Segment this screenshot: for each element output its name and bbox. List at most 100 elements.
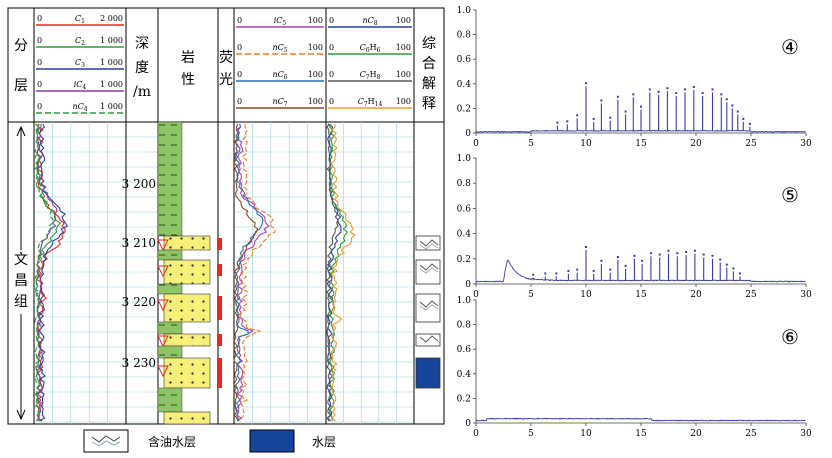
curve-min: 0 [329, 97, 334, 106]
y-tick-label: 0.8 [457, 179, 472, 189]
peak-marker [676, 252, 679, 255]
x-tick-label: 30 [800, 139, 812, 149]
peak-marker [609, 268, 612, 271]
curve-name: nC6 [272, 70, 287, 81]
chromatogram-3: 0 0.2 0.4 0.6 0.8 1.0 0 5 10 15 20 25 30 ⑥ [457, 296, 812, 439]
interp-header-1: 综 [422, 36, 436, 52]
curve-header-c7-8: 0 C7H8 100 [328, 70, 412, 82]
peak-marker [555, 272, 558, 275]
curve-max: 100 [396, 16, 411, 25]
peak-marker [711, 88, 714, 91]
mudstone-bed-4 [157, 321, 183, 335]
y-tick-label: 1.0 [457, 296, 472, 306]
peak-marker [702, 253, 705, 256]
peak-marker [641, 259, 644, 262]
y-tick-label: 0.4 [457, 80, 472, 90]
log-curve [35, 123, 58, 422]
formation-char-2: 昌 [14, 273, 28, 289]
x-tick-label: 20 [690, 139, 702, 149]
track1-grid [34, 122, 126, 424]
mudstone-bed-1 [157, 121, 183, 237]
curve-header-nc4: 0 nC4 1 000 [36, 102, 124, 114]
sandstone-bed-6 [163, 411, 211, 425]
curve-min: 0 [37, 102, 42, 111]
peak-marker [731, 104, 734, 107]
curve-header-c2: 0 C2 1 000 [36, 36, 124, 48]
interp-oil-water-1 [415, 235, 441, 251]
peak-marker [616, 95, 619, 98]
curve-header-nc5: 0 nC5 100 [236, 43, 324, 55]
interp-header-2: 合 [422, 56, 436, 72]
log-curve [236, 123, 270, 422]
x-tick-label: 30 [800, 290, 812, 300]
formation-char-1: 文 [14, 252, 28, 268]
curve-max: 100 [396, 43, 411, 52]
fluor-bar-1 [217, 238, 222, 250]
curve-max: 1 000 [100, 102, 123, 111]
curve-max: 100 [308, 16, 323, 25]
x-tick-label: 20 [690, 429, 702, 439]
peak-marker [566, 120, 569, 123]
lithology-header-2: 性 [181, 72, 195, 88]
panel-label: ⑥ [781, 325, 799, 349]
fluor-bar-5 [217, 358, 222, 388]
oil-show-marker-5 [157, 365, 169, 378]
curve-name: C3 [75, 58, 85, 69]
curve-header-c1: 0 C1 2 000 [36, 14, 124, 26]
peak-marker [592, 117, 595, 120]
depth-header-3: /m [133, 84, 151, 100]
mudstone-bed-2 [157, 249, 183, 261]
track3-grid [326, 122, 414, 424]
curve-name: nC8 [362, 16, 377, 27]
chromatogram-trace [475, 129, 806, 133]
curve-name: C6H6 [360, 43, 381, 54]
curve-name: C7H14 [358, 97, 383, 108]
peak-marker [732, 267, 735, 270]
fluorescence-header-2: 光 [219, 72, 233, 88]
chromatogram-1: 0 0.2 0.4 0.6 0.8 1.0 0 5 10 15 20 25 30 ④ [457, 6, 812, 149]
x-tick-label: 15 [635, 290, 647, 300]
layer-header-1: 分 [14, 38, 28, 54]
interp-oil-water-3 [415, 293, 441, 323]
fluorescence-header-1: 荧 [219, 49, 233, 66]
chromatogram-2: 0 0.2 0.4 0.6 0.8 1.0 0 5 10 15 20 25 30 ⑤ [457, 154, 812, 300]
curve-max: 100 [396, 97, 411, 106]
curve-max: 100 [396, 70, 411, 79]
lithology-column [157, 121, 211, 425]
fluorescence-column [217, 238, 222, 388]
peak-marker [576, 114, 579, 117]
chromatogram-panels: 00.20.40.60.81.00 5 10 15 20 25 30④00.20.40.60… [457, 6, 812, 439]
log-curve [326, 123, 339, 422]
x-tick-label: 5 [528, 290, 534, 300]
legend-oil-water-label: 含油水层 [148, 434, 196, 449]
peak-marker [624, 264, 627, 267]
depth-tick-3220: 3 220 [122, 295, 156, 309]
oil-show-marker-2 [157, 265, 169, 278]
y-tick-label: 0 [465, 280, 471, 290]
peak-marker [544, 272, 547, 275]
peak-marker [592, 269, 595, 272]
depth-tick-3230: 3 230 [122, 356, 156, 370]
log-curve [33, 123, 54, 422]
x-tick-label: 10 [580, 429, 592, 439]
curve-min: 0 [329, 70, 334, 79]
depth-header-2: 度 [135, 60, 149, 76]
curve-min: 0 [37, 80, 42, 89]
layer-header-2: 层 [14, 78, 28, 94]
column-dividers [33, 8, 415, 424]
depth-labels: 3 200 3 210 3 220 3 230 [122, 177, 156, 370]
lithology-header-1: 岩 [181, 50, 195, 66]
formation-char-3: 组 [14, 294, 28, 310]
y-tick-label: 1.0 [457, 6, 472, 16]
curve-header-c3: 0 C3 1 000 [36, 58, 124, 70]
peak-marker [585, 245, 587, 248]
peak-marker [667, 249, 670, 252]
y-tick-label: 0.8 [457, 31, 472, 41]
mudstone-bed-5 [157, 345, 183, 359]
peak-marker [632, 93, 635, 96]
x-tick-label: 25 [745, 139, 757, 149]
y-tick-label: 0 [465, 419, 471, 429]
y-tick-label: 1.0 [457, 154, 472, 164]
y-tick-label: 0.6 [457, 345, 472, 355]
peak-marker [725, 98, 728, 101]
